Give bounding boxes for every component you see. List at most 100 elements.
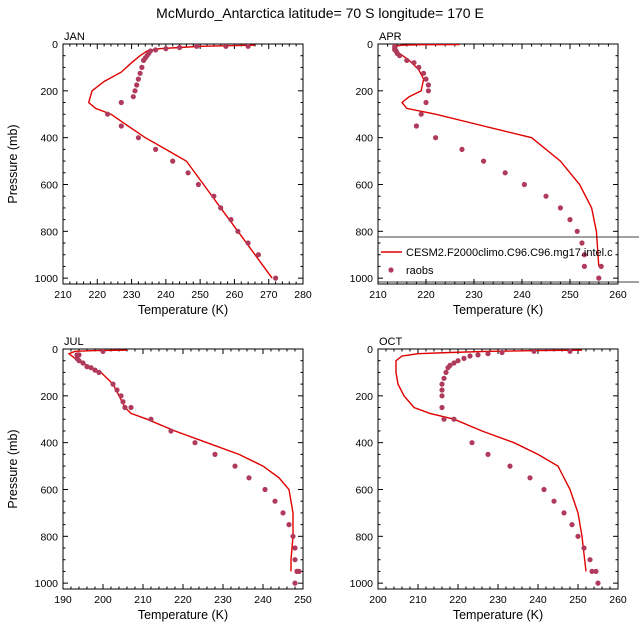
x-tick-label: 190	[54, 594, 72, 606]
x-tick-label: 250	[561, 289, 579, 301]
raobs-point	[262, 486, 268, 493]
x-axis-label: Temperature (K)	[138, 303, 228, 317]
raobs-point	[235, 228, 241, 234]
x-tick-label: 240	[254, 594, 272, 606]
raobs-point	[404, 57, 410, 64]
y-tick-label: 400	[40, 438, 58, 450]
legend-model-label: CESM2.F2000climo.C96.C96.mg17.intel.c	[406, 247, 613, 259]
y-tick-label: 600	[40, 484, 58, 496]
x-tick-label: 230	[123, 289, 141, 301]
raobs-point	[596, 275, 602, 281]
raobs-point	[84, 364, 90, 370]
raobs-point	[485, 451, 491, 457]
raobs-point	[421, 70, 427, 76]
raobs-point	[118, 393, 124, 399]
y-tick-label: 800	[40, 531, 58, 543]
raobs-point	[132, 88, 138, 94]
raobs-point	[589, 568, 595, 575]
x-tick-label: 210	[369, 289, 387, 301]
raobs-point	[118, 123, 124, 129]
raobs-point	[455, 358, 461, 364]
x-tick-label: 230	[489, 594, 507, 606]
raobs-point	[141, 57, 147, 64]
raobs-point	[439, 404, 445, 411]
raobs-point	[134, 82, 140, 88]
raobs-point	[397, 53, 403, 59]
raobs-point	[475, 352, 481, 358]
x-tick-label: 250	[294, 594, 312, 606]
y-tick-label: 400	[355, 438, 373, 450]
legend-obs-swatch	[388, 267, 394, 273]
raobs-point	[228, 217, 234, 223]
raobs-point	[485, 351, 491, 357]
y-tick-label: 600	[40, 179, 58, 191]
raobs-point	[425, 82, 431, 88]
raobs-point	[569, 522, 575, 528]
raobs-point	[439, 381, 445, 387]
x-tick-label: 220	[89, 289, 107, 301]
figure-title: McMurdo_Antarctica latitude= 70 S longit…	[156, 5, 484, 21]
raobs-point	[507, 463, 513, 469]
raobs-point	[292, 545, 298, 551]
x-tick-label: 240	[513, 289, 531, 301]
raobs-point	[451, 416, 457, 422]
raobs-point	[595, 580, 601, 586]
raobs-point	[543, 193, 549, 199]
raobs-point	[137, 70, 143, 76]
x-tick-label: 250	[191, 289, 209, 301]
raobs-point	[110, 381, 116, 387]
raobs-point	[163, 46, 169, 52]
x-tick-label: 230	[465, 289, 483, 301]
raobs-point	[212, 451, 218, 457]
raobs-point	[439, 393, 445, 399]
x-tick-label: 220	[417, 289, 435, 301]
raobs-point	[292, 580, 298, 586]
raobs-point	[194, 43, 200, 49]
raobs-point	[521, 181, 528, 188]
raobs-point	[211, 193, 217, 199]
raobs-point	[551, 498, 557, 504]
plot-frame	[377, 43, 619, 285]
y-tick-label: 400	[40, 133, 58, 145]
raobs-point	[118, 99, 124, 106]
raobs-point	[192, 440, 198, 446]
raobs-point	[443, 369, 449, 375]
panel-jul: 190 200 210 220 230 240 250 0 200 400 600 800 1000 JU…	[6, 336, 312, 622]
raobs-point	[80, 360, 86, 366]
raobs-point	[185, 170, 191, 176]
raobs-point	[579, 240, 585, 246]
raobs-point	[425, 88, 431, 94]
x-tick-label: 260	[226, 289, 244, 301]
raobs-point	[120, 399, 126, 405]
raobs-point	[130, 94, 136, 100]
legend: CESM2.F2000climo.C96.C96.mg17.intel.c rao…	[378, 236, 639, 283]
x-tick-label: 280	[294, 289, 312, 301]
raobs-point	[459, 146, 465, 152]
raobs-point	[114, 387, 120, 393]
panel-jan: 210 220 230 240 250 260 270 280 0 200 400 600 800 100…	[6, 31, 312, 317]
x-tick-label: 220	[449, 594, 467, 606]
plot-frame	[377, 348, 619, 590]
raobs-point	[218, 205, 224, 211]
raobs-point	[148, 416, 154, 422]
raobs-point	[232, 463, 238, 469]
y-tick-label: 800	[355, 531, 373, 543]
raobs-point	[280, 510, 286, 516]
y-tick-label: 600	[355, 484, 373, 496]
raobs-point	[541, 486, 547, 493]
raobs-point	[445, 365, 451, 371]
raobs-point	[286, 522, 292, 528]
x-tick-label: 250	[569, 594, 587, 606]
raobs-point	[122, 404, 128, 411]
raobs-point	[96, 369, 102, 375]
raobs-point	[587, 557, 593, 563]
y-tick-label: 0	[367, 344, 373, 356]
x-tick-label: 210	[409, 594, 427, 606]
x-tick-label: 200	[94, 594, 112, 606]
raobs-point	[433, 135, 439, 141]
raobs-point	[598, 263, 604, 269]
y-tick-label: 200	[355, 86, 373, 98]
legend-obs-label: raobs	[406, 265, 434, 277]
panel-label: JUL	[64, 336, 84, 348]
